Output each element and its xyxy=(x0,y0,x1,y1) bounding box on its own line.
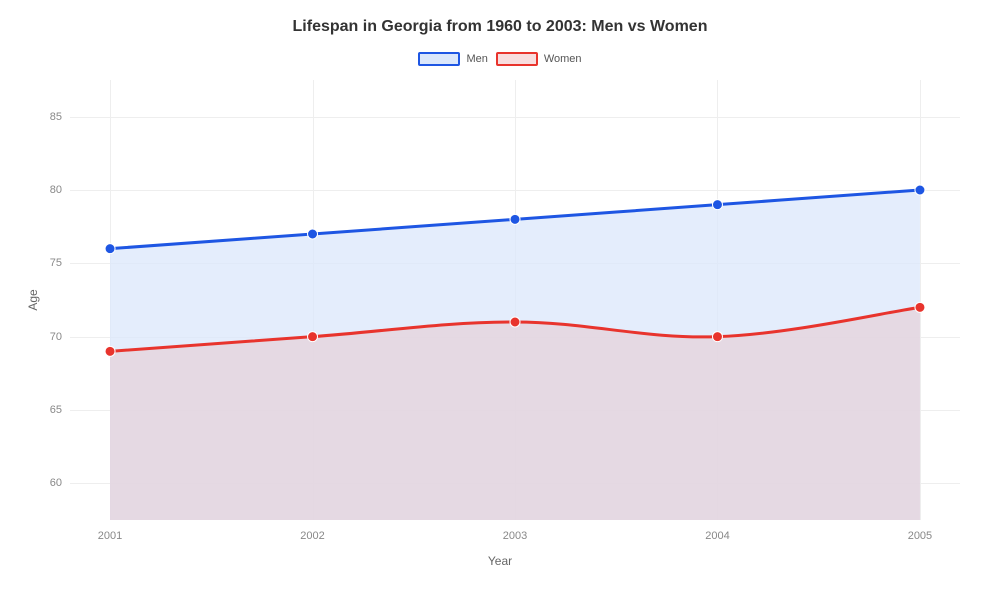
y-tick-label: 60 xyxy=(50,477,62,489)
x-axis-label: Year xyxy=(0,554,1000,568)
legend-item-women: Women xyxy=(496,52,582,66)
series-svg xyxy=(70,80,960,520)
legend-label-men: Men xyxy=(466,53,487,65)
x-tick-label: 2001 xyxy=(98,530,122,542)
lifespan-chart: Lifespan in Georgia from 1960 to 2003: M… xyxy=(0,0,1000,600)
series-marker-women xyxy=(510,317,520,327)
series-marker-men xyxy=(712,200,722,210)
plot-area: 20012002200320042005606570758085 xyxy=(70,80,960,520)
y-tick-label: 70 xyxy=(50,331,62,343)
y-tick-label: 80 xyxy=(50,184,62,196)
x-tick-label: 2005 xyxy=(908,530,932,542)
series-marker-women xyxy=(712,332,722,342)
series-marker-men xyxy=(308,229,318,239)
x-tick-label: 2002 xyxy=(300,530,324,542)
y-tick-label: 85 xyxy=(50,111,62,123)
legend-swatch-women xyxy=(496,52,538,66)
series-marker-women xyxy=(308,332,318,342)
series-marker-men xyxy=(510,214,520,224)
y-tick-label: 75 xyxy=(50,257,62,269)
series-marker-women xyxy=(105,346,115,356)
legend-label-women: Women xyxy=(544,53,582,65)
legend-swatch-men xyxy=(418,52,460,66)
legend: Men Women xyxy=(0,52,1000,66)
series-marker-men xyxy=(915,185,925,195)
y-tick-label: 65 xyxy=(50,404,62,416)
x-tick-label: 2004 xyxy=(705,530,729,542)
series-marker-men xyxy=(105,244,115,254)
legend-item-men: Men xyxy=(418,52,487,66)
chart-title: Lifespan in Georgia from 1960 to 2003: M… xyxy=(0,18,1000,36)
y-axis-label: Age xyxy=(26,289,40,310)
series-marker-women xyxy=(915,302,925,312)
x-tick-label: 2003 xyxy=(503,530,527,542)
